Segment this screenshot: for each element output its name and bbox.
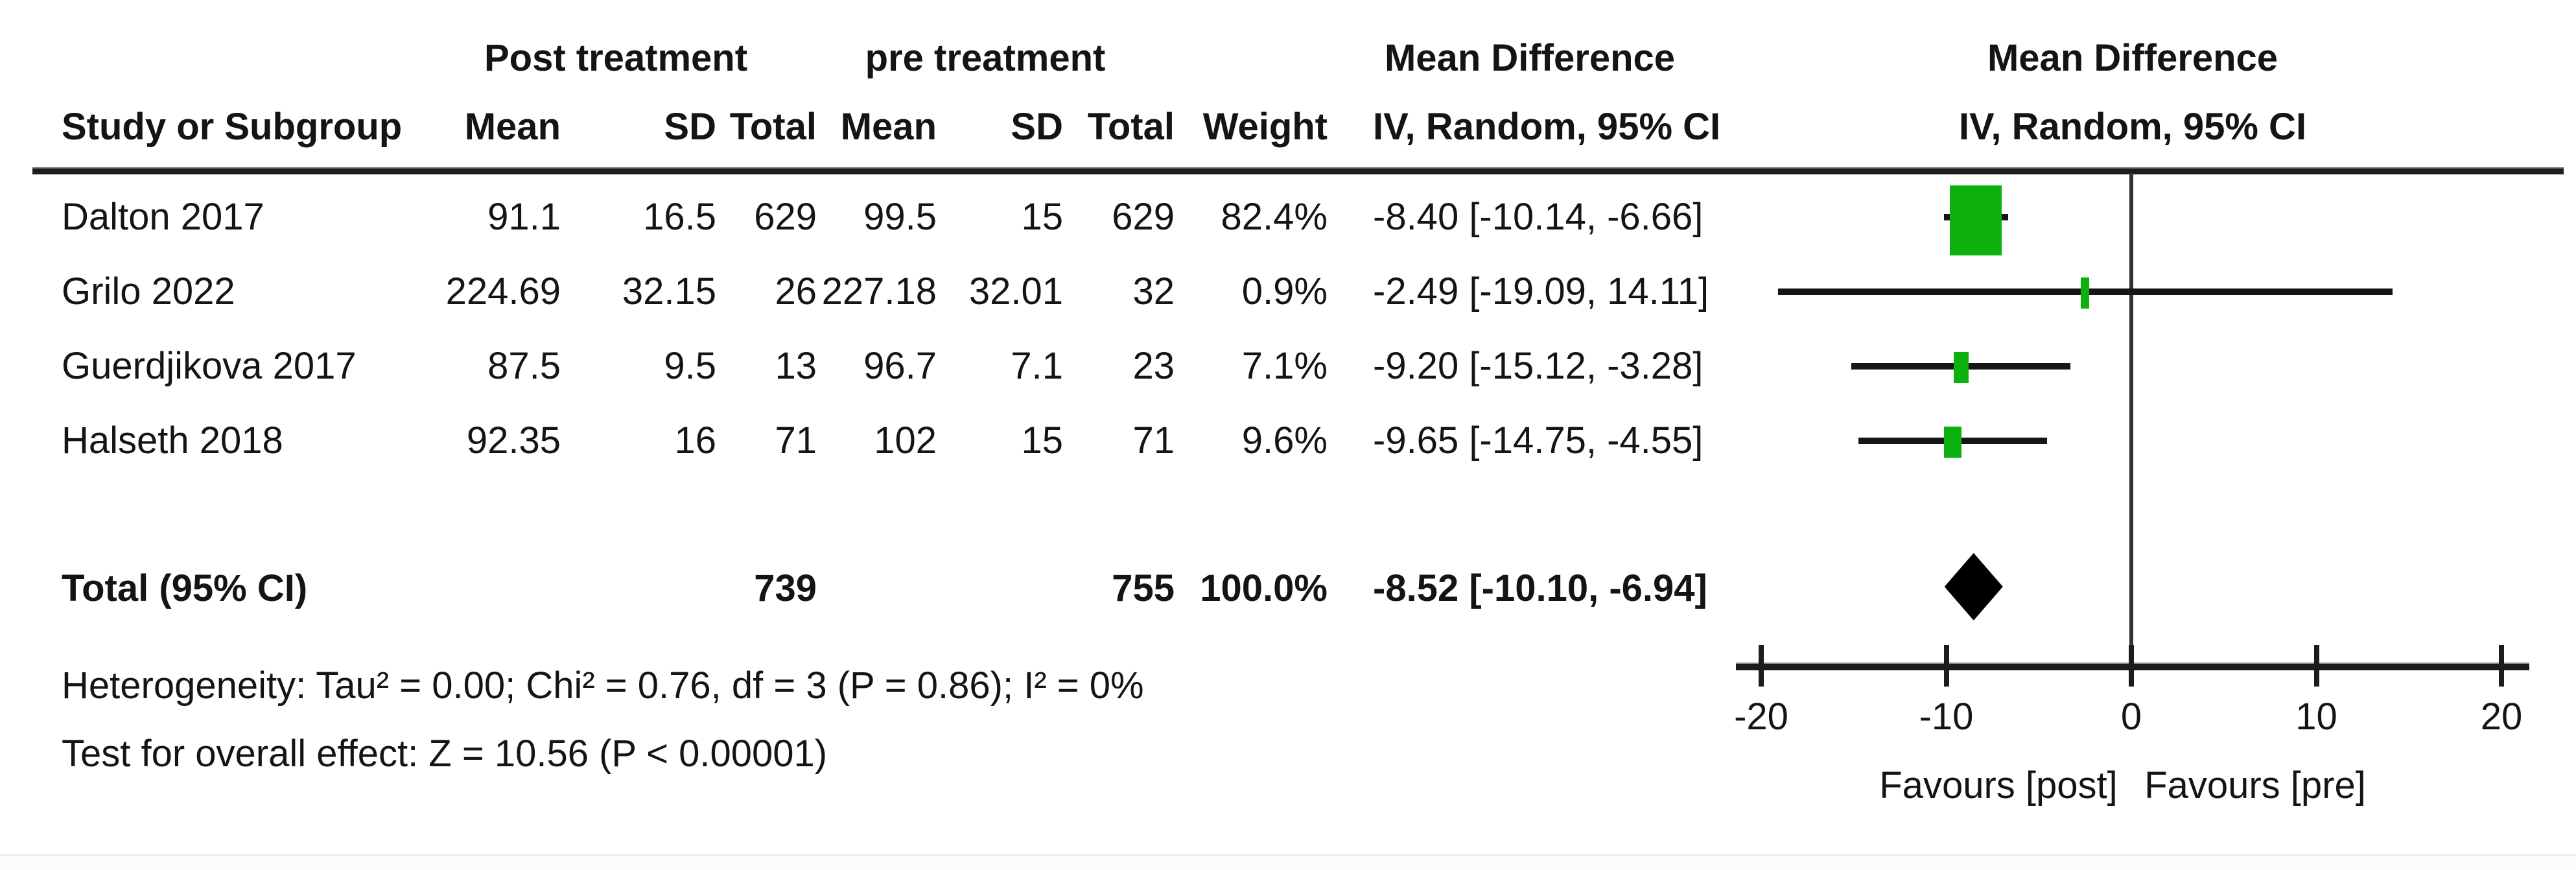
cell-md-ci: -9.20 [-15.12, -3.28] (1373, 345, 1704, 387)
cell-weight: 9.6% (1241, 419, 1328, 462)
cell-pre-total: 32 (1132, 270, 1175, 312)
weight-marker (1950, 185, 2002, 255)
cell-pre-mean: 227.18 (821, 270, 937, 312)
study-label: Guerdjikova 2017 (62, 345, 357, 387)
cell-pre-total: 23 (1132, 345, 1175, 387)
cell-pre-total: 71 (1132, 419, 1175, 462)
cell-weight: 82.4% (1221, 196, 1328, 238)
weight-marker (1954, 352, 1969, 383)
axis-tick (2499, 645, 2504, 687)
cell-pre-sd: 15 (1021, 419, 1063, 462)
cell-post-total: 13 (775, 345, 817, 387)
col-header-post-mean: Mean (464, 106, 561, 148)
bottom-strip (0, 854, 2576, 870)
col-header-post-total: Total (729, 106, 817, 148)
group-header-pre: pre treatment (865, 37, 1106, 79)
weight-marker (2081, 277, 2089, 309)
total-label: Total (95% CI) (62, 567, 308, 609)
cell-md-ci: -8.40 [-10.14, -6.66] (1373, 196, 1704, 238)
cell-post-sd: 16.5 (643, 196, 716, 238)
cell-post-mean: 91.1 (487, 196, 561, 238)
group-header-post: Post treatment (484, 37, 748, 79)
cell-pre-sd: 15 (1021, 196, 1063, 238)
md-column-header: Mean Difference (1384, 37, 1676, 79)
total-md-ci: -8.52 [-10.10, -6.94] (1373, 567, 1707, 609)
cell-post-mean: 87.5 (487, 345, 561, 387)
total-post-total: 739 (754, 567, 817, 609)
axis-tick (1944, 645, 1949, 687)
plot-header: Mean Difference (1987, 37, 2278, 79)
col-header-study: Study or Subgroup (62, 106, 403, 148)
cell-post-sd: 16 (674, 419, 716, 462)
cell-md-ci: -2.49 [-19.09, 14.11] (1373, 270, 1709, 312)
cell-pre-sd: 32.01 (968, 270, 1063, 312)
heterogeneity-text: Heterogeneity: Tau² = 0.00; Chi² = 0.76,… (62, 664, 1144, 707)
axis-tick-label: -20 (1734, 696, 1788, 738)
axis-tick-label: 0 (2120, 696, 2142, 738)
study-label: Dalton 2017 (62, 196, 264, 238)
study-label: Grilo 2022 (62, 270, 235, 312)
cell-post-total: 71 (775, 419, 817, 462)
cell-weight: 7.1% (1241, 345, 1328, 387)
cell-weight: 0.9% (1241, 270, 1328, 312)
header-rule (32, 167, 2564, 174)
cell-post-mean: 92.35 (466, 419, 561, 462)
cell-pre-total: 629 (1112, 196, 1175, 238)
total-pre-total: 755 (1112, 567, 1175, 609)
cell-pre-mean: 99.5 (863, 196, 937, 238)
cell-pre-mean: 102 (874, 419, 937, 462)
axis-tick-label: -10 (1919, 696, 1974, 738)
cell-post-sd: 32.15 (622, 270, 716, 312)
axis-tick (2314, 645, 2319, 687)
favours-left-label: Favours [post] (1879, 764, 2118, 806)
axis-tick (1759, 645, 1764, 687)
cell-md-ci: -9.65 [-14.75, -4.55] (1373, 419, 1704, 462)
zero-effect-line (2129, 173, 2133, 663)
pooled-effect-diamond (1944, 553, 2003, 620)
cell-pre-sd: 7.1 (1011, 345, 1063, 387)
axis-tick (2129, 645, 2134, 687)
cell-post-total: 629 (754, 196, 817, 238)
total-weight: 100.0% (1200, 567, 1328, 609)
col-header-md-ci: IV, Random, 95% CI (1373, 106, 1721, 148)
study-label: Halseth 2018 (62, 419, 283, 462)
cell-post-mean: 224.69 (445, 270, 561, 312)
cell-pre-mean: 96.7 (863, 345, 937, 387)
col-header-pre-sd: SD (1011, 106, 1063, 148)
plot-subheader: IV, Random, 95% CI (1958, 106, 2307, 148)
cell-post-total: 26 (775, 270, 817, 312)
favours-right-label: Favours [pre] (2144, 764, 2366, 806)
col-header-pre-mean: Mean (840, 106, 937, 148)
axis-tick-label: 10 (2295, 696, 2337, 738)
col-header-weight: Weight (1202, 106, 1328, 148)
col-header-pre-total: Total (1087, 106, 1175, 148)
overall-effect-text: Test for overall effect: Z = 10.56 (P < … (62, 733, 828, 775)
cell-post-sd: 9.5 (664, 345, 716, 387)
axis-tick-label: 20 (2480, 696, 2523, 738)
col-header-post-sd: SD (664, 106, 716, 148)
weight-marker (1944, 427, 1961, 458)
